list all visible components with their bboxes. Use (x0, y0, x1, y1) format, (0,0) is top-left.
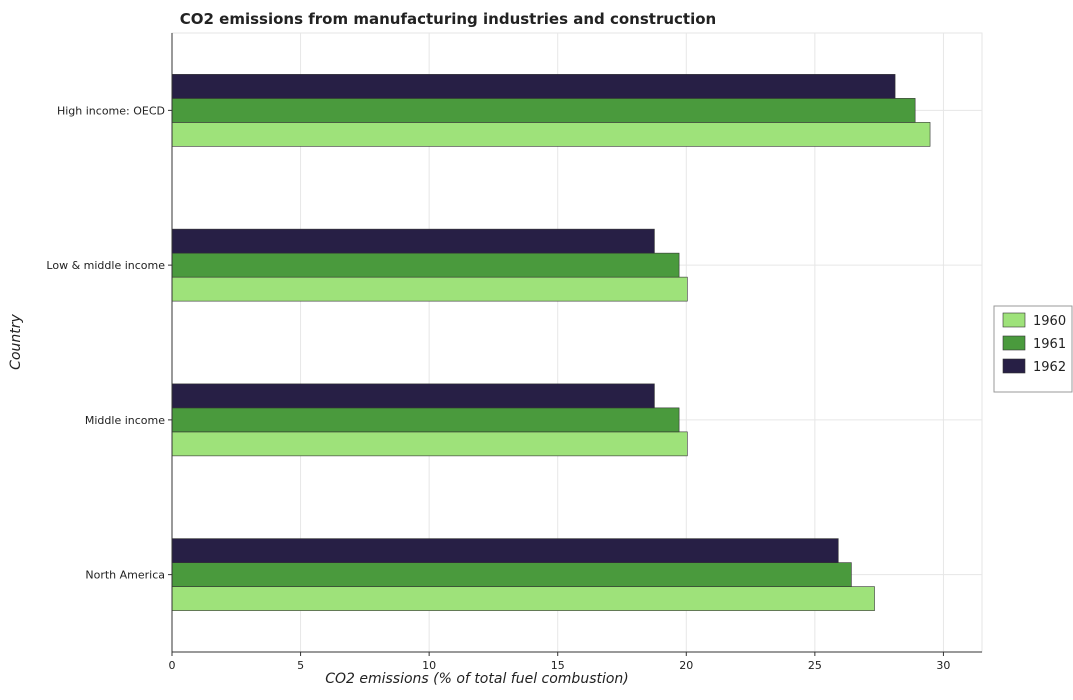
x-tick-label: 15 (551, 659, 565, 672)
bar-1961 (171, 98, 916, 123)
legend-label-1960: 1960 (1033, 314, 1066, 329)
bar-1960 (171, 431, 688, 457)
x-axis-label: CO2 emissions (% of total fuel combustio… (325, 671, 629, 687)
y-tick-label: North America (85, 569, 165, 582)
bar-1961 (171, 252, 680, 278)
chart-title: CO2 emissions from manufacturing industr… (180, 10, 716, 28)
bar-1962 (171, 538, 839, 563)
x-tick-label: 30 (936, 659, 950, 672)
axes: 0 5 10 15 20 25 30 High income: OECD Low & middl… (46, 33, 982, 672)
bar-1961 (171, 562, 852, 587)
legend-swatch-1960 (1002, 312, 1026, 328)
y-tick-label: High income: OECD (57, 104, 165, 117)
bar-1960 (171, 276, 688, 302)
x-tick-label: 10 (422, 659, 436, 672)
y-tick-label: Middle income (85, 414, 165, 427)
x-tick-label: 5 (297, 659, 304, 672)
legend-swatch-1961 (1002, 335, 1026, 351)
legend: 1960 1961 1962 (993, 305, 1073, 393)
bar-1962 (171, 74, 896, 99)
legend-swatch-1962 (1002, 358, 1026, 374)
x-tick-label: 20 (679, 659, 693, 672)
legend-label-1962: 1962 (1033, 360, 1066, 375)
y-axis-label: Country (8, 313, 24, 369)
bar-1960 (171, 586, 875, 611)
x-tick-label: 25 (808, 659, 822, 672)
bar-1962 (171, 383, 655, 409)
bar-1960 (171, 122, 931, 147)
legend-label-1961: 1961 (1033, 337, 1066, 352)
bar-1962 (171, 228, 655, 254)
x-tick-label: 0 (169, 659, 176, 672)
y-tick-label: Low & middle income (46, 259, 165, 272)
bar-1961 (171, 407, 680, 433)
